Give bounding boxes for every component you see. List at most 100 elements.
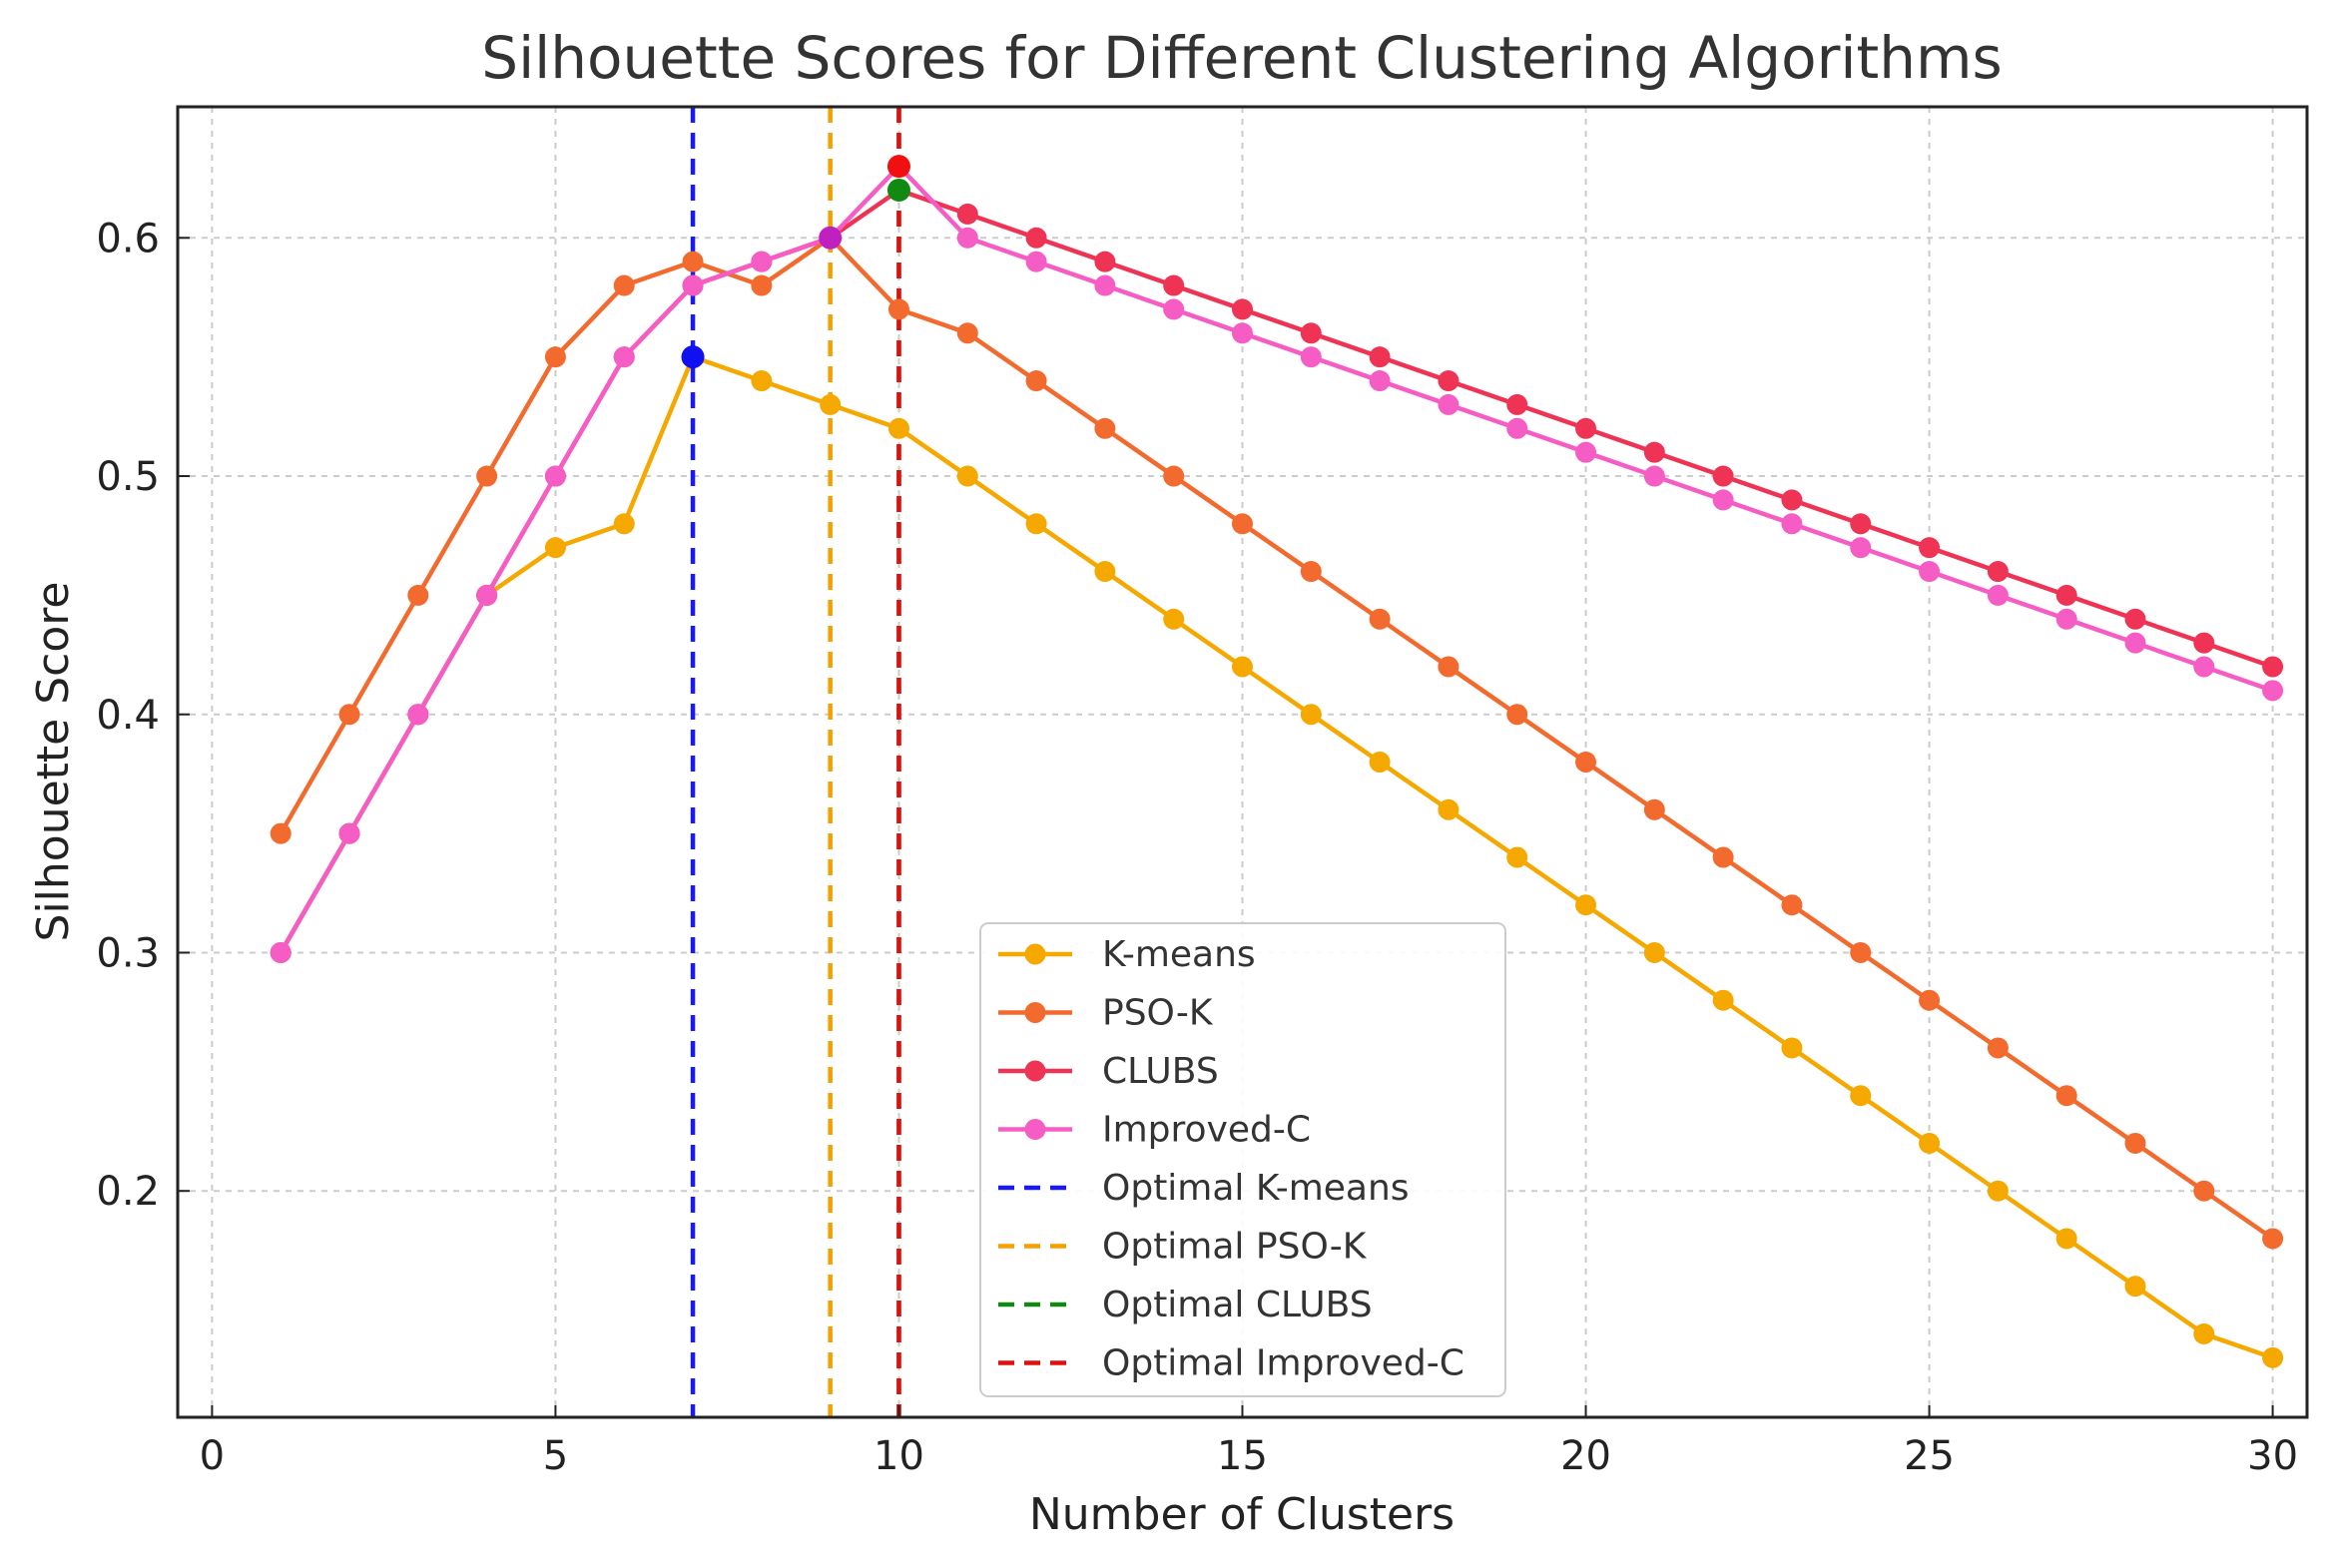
data-point-pso-k xyxy=(1987,1037,2009,1059)
data-point-k-means xyxy=(1369,752,1391,773)
data-point-k-means xyxy=(1438,798,1459,820)
optimal-lines-layer xyxy=(690,107,901,1417)
data-point-clubs xyxy=(2193,632,2215,654)
data-point-k-means xyxy=(887,417,909,439)
legend-label-pso-k: PSO-K xyxy=(1102,993,1214,1034)
tick-layer: 0 5 10 15 20 25 30 0.2 0.3 0.4 0.5 0.6 xyxy=(96,216,2298,1479)
legend-label-clubs: CLUBS xyxy=(1102,1051,1219,1092)
y-tick-label: 0.6 xyxy=(96,216,160,261)
data-point-pso-k xyxy=(1163,465,1185,487)
series-line-improved-c xyxy=(279,164,2274,954)
optimal-point-clubs-optimum xyxy=(886,179,910,203)
data-point-pso-k xyxy=(338,704,360,726)
chart-title: Silhouette Scores for Different Clusteri… xyxy=(481,24,2003,92)
x-axis-label: Number of Clusters xyxy=(1029,1489,1455,1540)
data-point-pso-k xyxy=(270,822,292,844)
data-point-k-means xyxy=(2124,1276,2146,1298)
data-point-improved-c xyxy=(1094,274,1116,296)
data-point-improved-c xyxy=(476,584,498,606)
y-tick-label: 0.3 xyxy=(96,930,160,976)
x-tick-label: 20 xyxy=(1560,1433,1611,1479)
data-point-pso-k xyxy=(1094,417,1116,439)
data-point-improved-c xyxy=(1987,584,2009,606)
data-point-k-means xyxy=(1919,1132,1941,1154)
data-point-pso-k xyxy=(1850,941,1872,963)
legend-marker-pso-k xyxy=(1024,1002,1046,1023)
data-point-clubs xyxy=(956,203,978,225)
data-point-k-means xyxy=(1163,608,1185,630)
data-point-improved-c xyxy=(407,704,429,726)
data-point-improved-c xyxy=(956,227,978,249)
optimal-point-k-means-optimum xyxy=(681,345,705,369)
data-point-pso-k xyxy=(1919,989,1941,1011)
data-point-pso-k xyxy=(2262,1228,2284,1250)
data-point-k-means xyxy=(1232,656,1253,678)
data-point-k-means xyxy=(751,370,773,392)
data-point-clubs xyxy=(1438,370,1459,392)
data-point-improved-c xyxy=(1369,370,1391,392)
data-point-k-means xyxy=(1300,704,1322,726)
legend-marker-improved-c xyxy=(1024,1119,1046,1140)
x-tick-label: 30 xyxy=(2247,1433,2298,1479)
data-point-k-means xyxy=(1850,1085,1872,1107)
data-point-improved-c xyxy=(1850,537,1872,559)
y-tick-label: 0.5 xyxy=(96,454,160,500)
data-point-clubs xyxy=(1781,489,1803,511)
legend-label-optimal-improved-c: Optimal Improved-C xyxy=(1102,1343,1464,1384)
data-point-k-means xyxy=(1987,1180,2009,1202)
data-point-k-means xyxy=(820,393,842,415)
data-point-improved-c xyxy=(2193,656,2215,678)
legend-label-optimal-pso-k: Optimal PSO-K xyxy=(1102,1227,1368,1268)
data-point-pso-k xyxy=(1781,894,1803,916)
data-point-improved-c xyxy=(751,251,773,272)
data-point-k-means xyxy=(1025,513,1047,535)
data-point-pso-k xyxy=(887,298,909,320)
data-point-k-means xyxy=(1712,989,1734,1011)
data-point-improved-c xyxy=(1643,465,1665,487)
x-tick-label: 15 xyxy=(1217,1433,1268,1479)
data-point-pso-k xyxy=(2055,1085,2077,1107)
data-point-clubs xyxy=(1643,441,1665,463)
data-point-clubs xyxy=(1712,465,1734,487)
data-point-improved-c xyxy=(1300,346,1322,368)
data-point-improved-c xyxy=(682,274,704,296)
data-point-improved-c xyxy=(2124,632,2146,654)
data-point-k-means xyxy=(1506,846,1528,868)
data-point-k-means xyxy=(613,513,635,535)
data-point-clubs xyxy=(2124,608,2146,630)
legend-marker-k-means xyxy=(1024,943,1046,965)
data-point-pso-k xyxy=(1438,656,1459,678)
data-point-improved-c xyxy=(2055,608,2077,630)
data-point-k-means xyxy=(544,537,566,559)
legend-label-improved-c: Improved-C xyxy=(1102,1110,1311,1151)
data-point-pso-k xyxy=(1506,704,1528,726)
data-point-improved-c xyxy=(1781,513,1803,535)
data-point-pso-k xyxy=(751,274,773,296)
data-point-improved-c xyxy=(1025,251,1047,272)
data-point-clubs xyxy=(1094,251,1116,272)
legend-label-k-means: K-means xyxy=(1102,934,1256,975)
data-point-k-means xyxy=(2193,1322,2215,1344)
data-point-clubs xyxy=(2262,656,2284,678)
data-point-improved-c xyxy=(1712,489,1734,511)
data-point-clubs xyxy=(1025,227,1047,249)
data-point-pso-k xyxy=(407,584,429,606)
legend-box xyxy=(979,922,1506,1397)
data-point-pso-k xyxy=(1369,608,1391,630)
data-point-improved-c xyxy=(338,822,360,844)
legend-label-optimal-k-means: Optimal K-means xyxy=(1102,1168,1410,1209)
data-point-k-means xyxy=(1575,894,1597,916)
data-point-improved-c xyxy=(1575,441,1597,463)
data-point-pso-k xyxy=(1025,370,1047,392)
data-point-clubs xyxy=(1369,346,1391,368)
legend-label-optimal-clubs: Optimal CLUBS xyxy=(1102,1285,1373,1325)
series-layer xyxy=(270,156,2284,1368)
data-point-pso-k xyxy=(476,465,498,487)
data-point-clubs xyxy=(1575,417,1597,439)
x-tick-label: 10 xyxy=(874,1433,924,1479)
data-point-clubs xyxy=(1232,298,1253,320)
data-point-clubs xyxy=(2055,584,2077,606)
data-point-improved-c xyxy=(544,465,566,487)
data-point-clubs xyxy=(1300,322,1322,344)
